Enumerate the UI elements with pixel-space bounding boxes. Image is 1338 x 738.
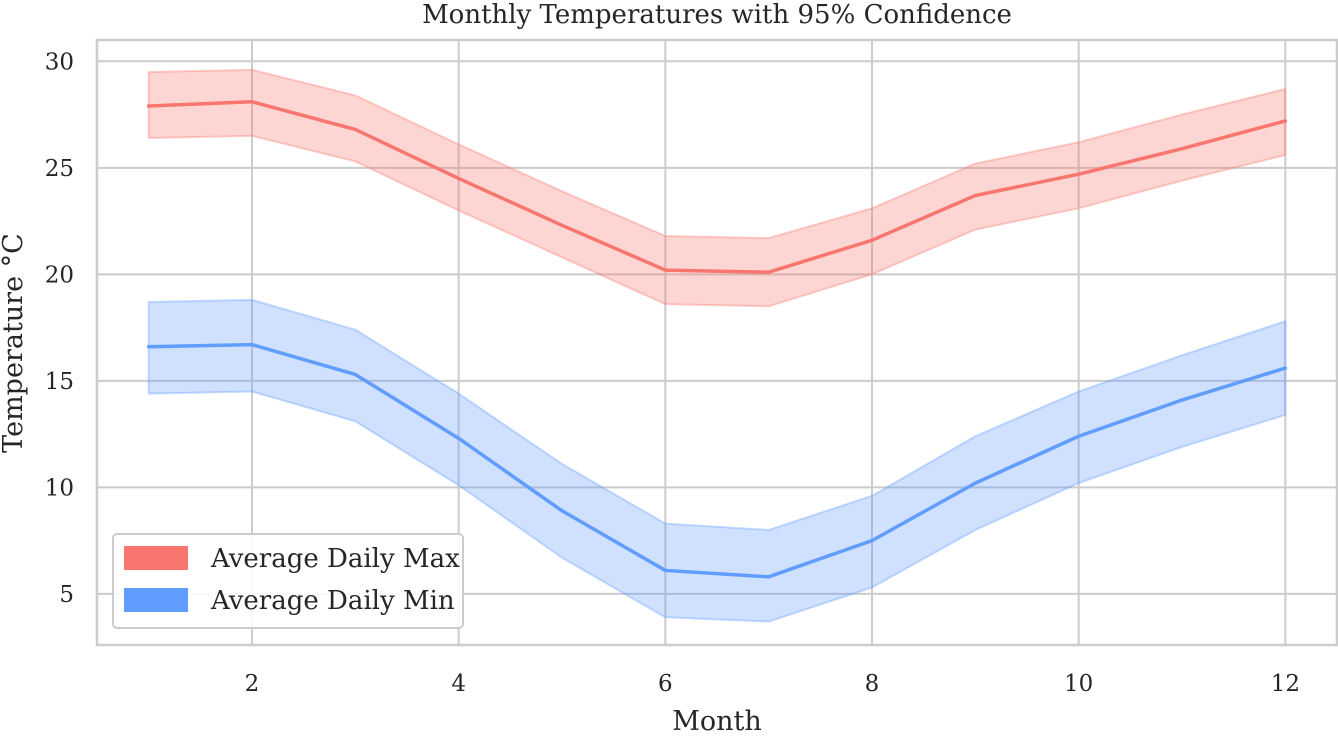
x-tick-label: 8 <box>865 671 880 697</box>
series-line-max <box>146 100 1288 274</box>
y-tick-label: 20 <box>45 262 74 288</box>
legend-items: Average Daily Max Average Daily Min <box>124 544 460 616</box>
legend-box <box>112 533 464 629</box>
x-tick-label: 10 <box>1064 671 1093 697</box>
legend-swatch-min <box>124 588 188 612</box>
x-tick-label: 6 <box>658 671 673 697</box>
x-axis-title: Month <box>672 706 762 737</box>
y-tick-label: 15 <box>45 369 74 395</box>
confidence-band-min <box>147 298 1287 623</box>
y-tick-label: 5 <box>59 582 74 608</box>
legend-swatch-max <box>124 546 188 570</box>
legend: Average Daily Max Average Daily Min <box>112 533 464 629</box>
y-axis-title: Temperature °C <box>0 233 29 453</box>
y-tick-label: 10 <box>45 475 74 501</box>
legend-label-max: Average Daily Max <box>210 544 460 574</box>
confidence-band-max <box>147 68 1287 308</box>
y-axis-ticks: 5 10 15 20 25 30 <box>45 49 74 608</box>
legend-label-min: Average Daily Min <box>210 586 455 616</box>
x-tick-label: 12 <box>1271 671 1300 697</box>
x-axis-ticks: 2 4 6 8 10 12 <box>245 671 1300 697</box>
x-tick-label: 4 <box>451 671 466 697</box>
series-lines <box>146 100 1288 579</box>
plot-frame <box>95 38 1338 647</box>
y-tick-label: 25 <box>45 156 74 182</box>
x-tick-label: 2 <box>245 671 260 697</box>
chart-title: Monthly Temperatures with 95% Confidence <box>422 0 1012 30</box>
y-tick-label: 30 <box>45 49 74 75</box>
series-line-min <box>146 342 1288 579</box>
confidence-bands <box>147 68 1287 623</box>
